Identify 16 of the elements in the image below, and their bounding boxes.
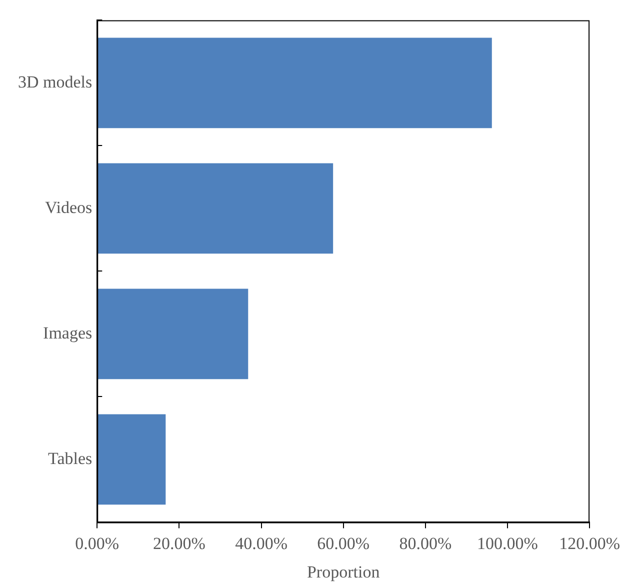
- x-tick-label: 0.00%: [75, 534, 120, 553]
- x-tick-label: 80.00%: [399, 534, 452, 553]
- x-tick-label: 100.00%: [477, 534, 538, 553]
- bar: [98, 414, 166, 505]
- x-tick-label: 40.00%: [235, 534, 288, 553]
- y-tick-label: 3D models: [18, 72, 92, 92]
- x-tick-label: 60.00%: [317, 534, 370, 553]
- bar: [98, 288, 248, 380]
- x-tick-label: 20.00%: [152, 534, 206, 553]
- x-tick-label: 120.00%: [559, 534, 620, 553]
- y-tick-label: Tables: [48, 448, 92, 468]
- y-tick-label: Images: [43, 323, 92, 342]
- bar: [98, 38, 492, 128]
- bar: [98, 163, 334, 254]
- x-axis-title: Proportion: [306, 562, 380, 582]
- y-tick-label: Videos: [44, 198, 92, 217]
